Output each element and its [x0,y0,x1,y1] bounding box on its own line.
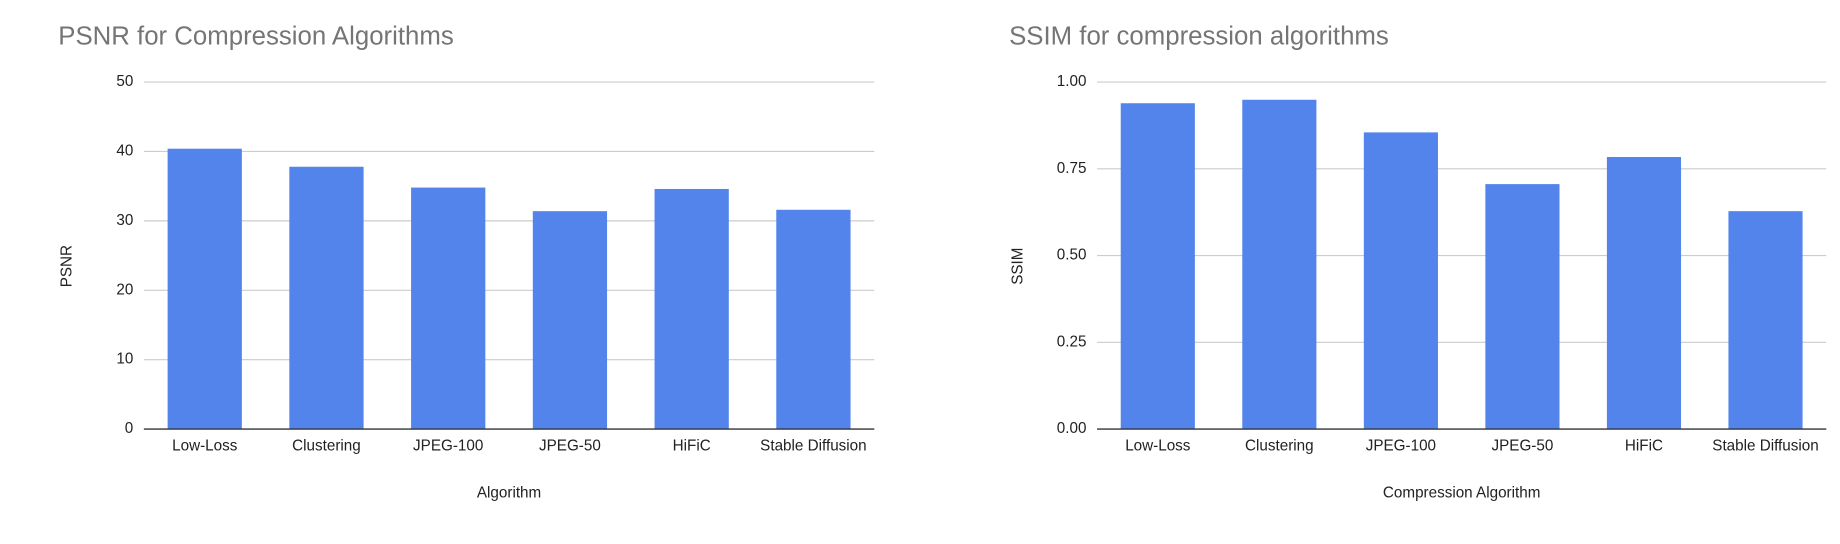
y-tick-label: 0.25 [1057,333,1087,350]
chart-title: SSIM for compression algorithms [1009,22,1389,50]
bar [1728,211,1803,430]
bar [532,211,608,430]
x-tick-label: HiFiC [673,438,711,455]
y-tick-label: 20 [116,281,133,298]
x-tick-label: Clustering [292,438,361,455]
x-tick-label: JPEG-100 [413,438,483,455]
bar [1606,157,1682,430]
bar [1242,99,1317,430]
chart-title: PSNR for Compression Algorithms [58,22,453,50]
x-tick-label: Clustering [1245,438,1314,455]
y-tick-label: 0.00 [1057,420,1087,437]
x-tick-label: JPEG-50 [1492,438,1554,455]
y-tick-label: 0.50 [1057,247,1087,264]
y-tick-label: 1.00 [1057,73,1087,90]
x-tick-label: Low-Loss [172,438,238,455]
bar [1120,103,1195,430]
y-tick-label: 0 [125,420,133,437]
y-tick-label: 40 [116,143,133,160]
bar [411,187,486,430]
bar [654,188,729,430]
bar [776,209,851,430]
bar [1363,132,1438,430]
x-tick-label: Low-Loss [1125,438,1191,455]
x-axis-label: Compression Algorithm [1383,485,1540,502]
y-tick-label: 0.75 [1057,160,1087,177]
y-tick-label: 30 [116,212,133,229]
bar [289,166,364,430]
x-tick-label: JPEG-100 [1366,438,1436,455]
x-axis-label: Algorithm [477,485,541,502]
bar [1485,184,1560,430]
y-tick-label: 50 [116,73,133,90]
x-tick-label: Stable Diffusion [760,438,866,455]
bar [167,148,242,430]
y-tick-label: 10 [116,351,133,368]
x-tick-label: Stable Diffusion [1712,438,1818,455]
y-axis-label: PSNR [59,245,76,287]
x-tick-label: HiFiC [1625,438,1663,455]
x-tick-label: JPEG-50 [539,438,601,455]
y-axis-label: SSIM [1010,248,1027,285]
